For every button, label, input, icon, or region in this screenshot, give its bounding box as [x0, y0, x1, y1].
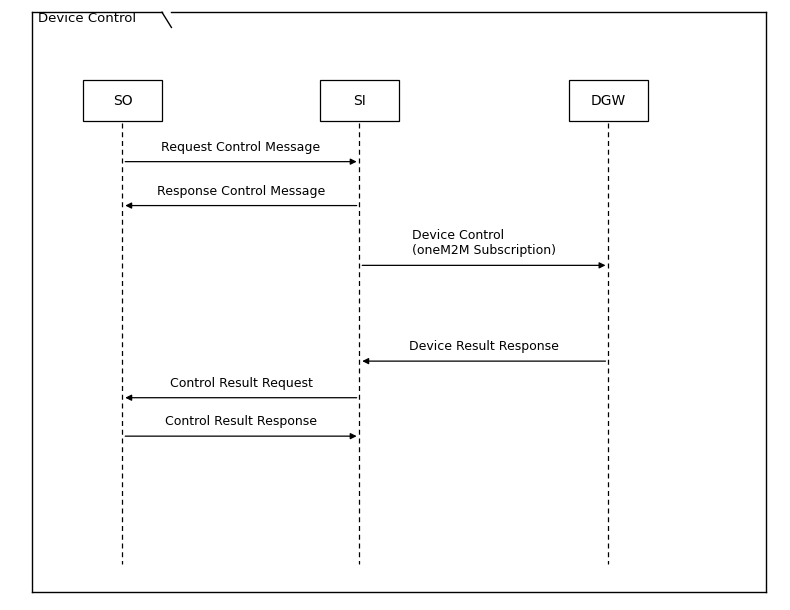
Text: Control Result Request: Control Result Request — [170, 377, 312, 390]
Text: Device Control: Device Control — [38, 12, 136, 25]
Text: SI: SI — [353, 94, 366, 107]
Text: SO: SO — [113, 94, 132, 107]
Bar — [320, 80, 399, 121]
Text: Request Control Message: Request Control Message — [161, 141, 321, 154]
Text: DGW: DGW — [591, 94, 626, 107]
Text: Device Control
(oneM2M Subscription): Device Control (oneM2M Subscription) — [412, 229, 556, 257]
Text: Response Control Message: Response Control Message — [157, 185, 325, 198]
Bar — [569, 80, 648, 121]
Bar — [83, 80, 162, 121]
Text: Device Result Response: Device Result Response — [409, 340, 559, 353]
Text: Control Result Response: Control Result Response — [165, 415, 317, 428]
